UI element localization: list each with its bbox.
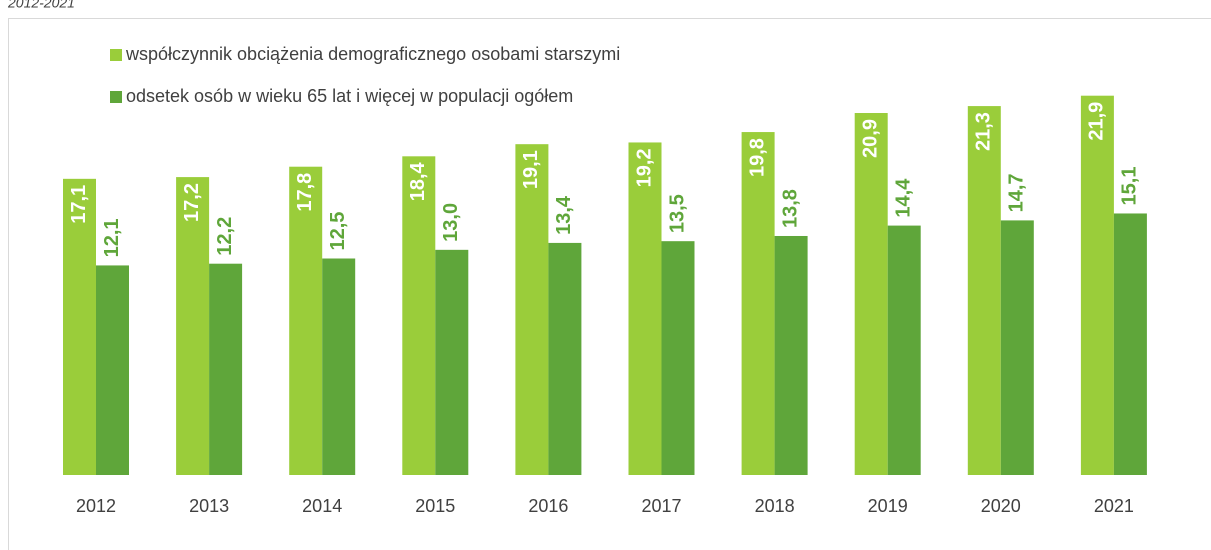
x-tick-label: 2016 bbox=[528, 496, 568, 516]
data-label: 12,2 bbox=[214, 217, 236, 256]
bar bbox=[435, 249, 469, 475]
legend-swatch bbox=[110, 91, 122, 103]
bar bbox=[887, 225, 921, 475]
bar bbox=[628, 142, 662, 475]
data-label: 15,1 bbox=[1119, 167, 1141, 206]
bar bbox=[289, 166, 323, 476]
x-tick-label: 2020 bbox=[981, 496, 1021, 516]
chart-frame bbox=[8, 18, 1211, 550]
legend-swatch bbox=[110, 49, 122, 61]
bar bbox=[96, 265, 129, 475]
data-label: 13,4 bbox=[553, 195, 575, 235]
bar bbox=[741, 132, 775, 475]
bar bbox=[402, 156, 436, 475]
data-label: 19,8 bbox=[746, 138, 768, 177]
data-label: 13,8 bbox=[779, 189, 801, 228]
x-tick-label: 2013 bbox=[189, 496, 229, 516]
bar bbox=[1113, 213, 1147, 475]
bar bbox=[322, 258, 356, 475]
bar bbox=[63, 178, 96, 475]
data-label: 13,0 bbox=[440, 203, 462, 242]
bar bbox=[515, 144, 549, 476]
data-label: 17,8 bbox=[294, 173, 316, 212]
bar bbox=[967, 106, 1001, 476]
bar bbox=[661, 241, 695, 475]
bar bbox=[176, 177, 210, 475]
bar bbox=[854, 113, 888, 476]
data-label: 14,4 bbox=[892, 178, 914, 218]
x-tick-label: 2014 bbox=[302, 496, 342, 516]
x-tick-label: 2019 bbox=[868, 496, 908, 516]
x-tick-label: 2015 bbox=[415, 496, 455, 516]
bar bbox=[548, 242, 582, 475]
data-label: 21,3 bbox=[973, 112, 995, 151]
bar bbox=[209, 263, 243, 475]
data-label: 17,1 bbox=[68, 185, 90, 224]
x-tick-label: 2017 bbox=[641, 496, 681, 516]
data-label: 13,5 bbox=[666, 194, 688, 233]
chart-title: 2012-2021 bbox=[7, 0, 75, 11]
x-tick-label: 2018 bbox=[755, 496, 795, 516]
data-label: 20,9 bbox=[859, 119, 881, 158]
data-label: 14,7 bbox=[1006, 173, 1028, 212]
bar bbox=[1080, 95, 1114, 475]
x-tick-label: 2021 bbox=[1094, 496, 1134, 516]
data-label: 12,1 bbox=[101, 218, 123, 257]
legend-label: współczynnik obciążenia demograficznego … bbox=[125, 44, 620, 64]
bar bbox=[774, 235, 808, 475]
data-label: 18,4 bbox=[407, 161, 429, 201]
data-label: 17,2 bbox=[181, 183, 203, 222]
data-label: 19,2 bbox=[633, 148, 655, 187]
data-label: 21,9 bbox=[1086, 102, 1108, 141]
x-tick-label: 2012 bbox=[76, 496, 116, 516]
data-label: 19,1 bbox=[520, 150, 542, 189]
bar bbox=[1000, 220, 1034, 475]
data-label: 12,5 bbox=[327, 212, 349, 251]
legend-label: odsetek osób w wieku 65 lat i więcej w p… bbox=[126, 86, 573, 106]
